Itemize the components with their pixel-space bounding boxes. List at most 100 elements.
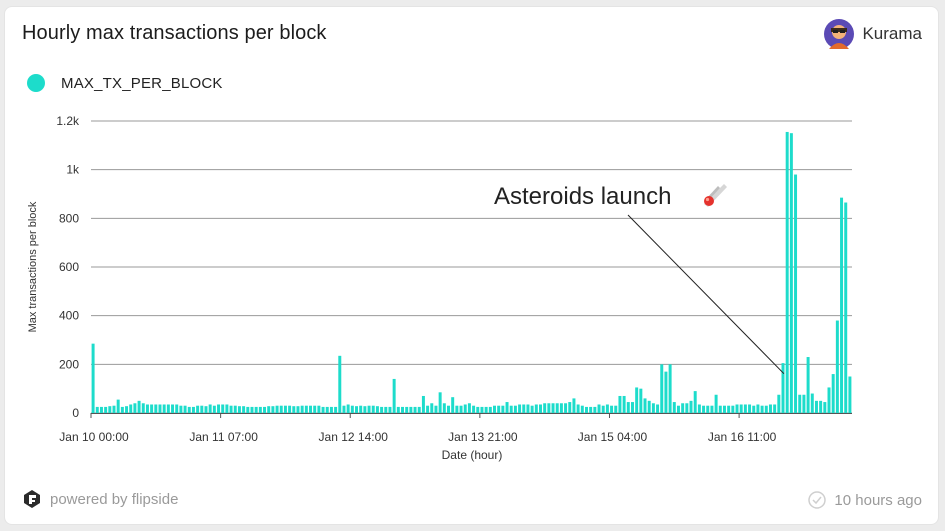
- bar: [229, 405, 233, 413]
- bar: [325, 406, 329, 413]
- y-tick-label: 600: [59, 260, 79, 274]
- bar: [685, 403, 689, 413]
- bar: [183, 405, 187, 413]
- bar: [158, 404, 162, 413]
- bar: [426, 405, 430, 413]
- bar: [434, 405, 438, 413]
- footer-brand-text[interactable]: powered by flipside: [50, 490, 179, 508]
- bar: [162, 404, 166, 413]
- y-tick-label: 200: [59, 357, 79, 371]
- bar: [237, 406, 241, 413]
- bar: [438, 392, 442, 413]
- bar: [263, 406, 267, 413]
- bar: [605, 404, 609, 413]
- bar: [430, 403, 434, 413]
- bar: [355, 406, 359, 413]
- bar: [530, 405, 534, 413]
- bar: [622, 395, 626, 413]
- y-tick-label: 800: [59, 211, 79, 225]
- bar: [367, 405, 371, 413]
- bar: [480, 406, 484, 413]
- bar: [819, 400, 823, 413]
- bar: [141, 403, 145, 413]
- bar: [488, 406, 492, 413]
- bar: [814, 400, 818, 413]
- bar: [647, 400, 651, 413]
- bar: [472, 405, 476, 413]
- bar: [789, 133, 793, 413]
- bar: [346, 404, 350, 413]
- y-tick-label: 1.2k: [56, 114, 80, 128]
- bar: [150, 404, 154, 413]
- bar: [522, 404, 526, 413]
- x-tick-label: Jan 10 00:00: [59, 430, 129, 444]
- bar: [120, 406, 124, 413]
- y-tick-label: 0: [72, 406, 79, 420]
- bar: [467, 403, 471, 413]
- bar: [317, 405, 321, 413]
- bar: [116, 399, 120, 413]
- bar: [643, 398, 647, 413]
- bar: [242, 406, 246, 413]
- bar: [375, 406, 379, 413]
- bar: [250, 406, 254, 413]
- bar: [200, 405, 204, 413]
- bar: [108, 406, 112, 413]
- footer-time-text: 10 hours ago: [834, 491, 922, 509]
- bar: [752, 405, 756, 413]
- bar: [572, 398, 576, 413]
- user-profile[interactable]: Kurama: [824, 19, 922, 49]
- user-name[interactable]: Kurama: [862, 24, 922, 43]
- bar: [137, 400, 141, 413]
- bar: [279, 405, 283, 413]
- bar: [635, 387, 639, 413]
- bar: [271, 406, 275, 413]
- bar: [739, 404, 743, 413]
- footer-brand[interactable]: powered by flipside: [22, 489, 178, 509]
- bar: [246, 406, 250, 413]
- bar: [509, 405, 513, 413]
- bar: [735, 404, 739, 413]
- bar: [493, 405, 496, 413]
- bar: [827, 387, 831, 413]
- bar: [112, 405, 116, 413]
- bar: [225, 404, 229, 413]
- bar: [794, 174, 798, 413]
- bar: [551, 403, 555, 413]
- bar: [618, 395, 622, 413]
- bar: [459, 405, 463, 413]
- bar: [196, 405, 200, 413]
- bar: [835, 320, 839, 413]
- bar: [589, 406, 593, 413]
- bar: [359, 405, 363, 413]
- bar: [676, 405, 680, 413]
- bar: [513, 405, 517, 413]
- bar: [547, 403, 551, 413]
- bar: [806, 357, 810, 413]
- bar: [288, 405, 292, 413]
- bar: [748, 404, 752, 413]
- bar: [204, 406, 208, 413]
- bar: [371, 405, 375, 413]
- bar: [773, 404, 777, 413]
- bar: [95, 406, 99, 413]
- bar: [777, 394, 781, 413]
- bar: [442, 403, 446, 413]
- bar: [463, 404, 467, 413]
- bar: [405, 406, 409, 413]
- bar: [534, 404, 538, 413]
- bar: [505, 402, 509, 413]
- bar: [576, 404, 580, 413]
- bar: [626, 402, 630, 413]
- bar: [208, 404, 212, 413]
- bar: [702, 405, 706, 413]
- bar: [526, 404, 530, 413]
- bar: [559, 403, 563, 413]
- legend-label: MAX_TX_PER_BLOCK: [61, 74, 223, 92]
- bar: [221, 404, 225, 413]
- check-circle-icon: [808, 491, 827, 509]
- bar: [363, 406, 367, 413]
- bar: [831, 374, 835, 413]
- bar: [660, 364, 664, 413]
- bar: [187, 406, 191, 413]
